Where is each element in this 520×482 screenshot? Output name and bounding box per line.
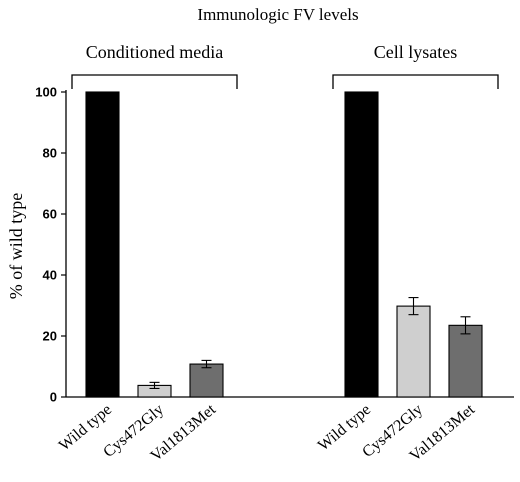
y-axis-label: % of wild type xyxy=(6,193,26,299)
y-tick-label: 20 xyxy=(43,329,57,344)
group-bracket xyxy=(71,74,238,89)
y-tick-label: 80 xyxy=(43,146,57,161)
group-brackets: Conditioned media Cell lysates xyxy=(71,42,499,89)
y-tick-label: 100 xyxy=(35,85,57,100)
chart-title: Immunologic FV levels xyxy=(197,5,358,24)
bar xyxy=(344,91,379,398)
group-label: Cell lysates xyxy=(374,42,458,62)
group-label: Conditioned media xyxy=(86,42,223,62)
bar xyxy=(448,324,483,398)
bar xyxy=(396,305,431,398)
bar xyxy=(189,363,224,398)
y-tick-label: 0 xyxy=(50,390,57,405)
bar xyxy=(85,91,120,398)
y-tick-label: 40 xyxy=(43,268,57,283)
y-tick-label: 60 xyxy=(43,207,57,222)
group-bracket xyxy=(332,74,499,89)
bars xyxy=(85,91,483,398)
